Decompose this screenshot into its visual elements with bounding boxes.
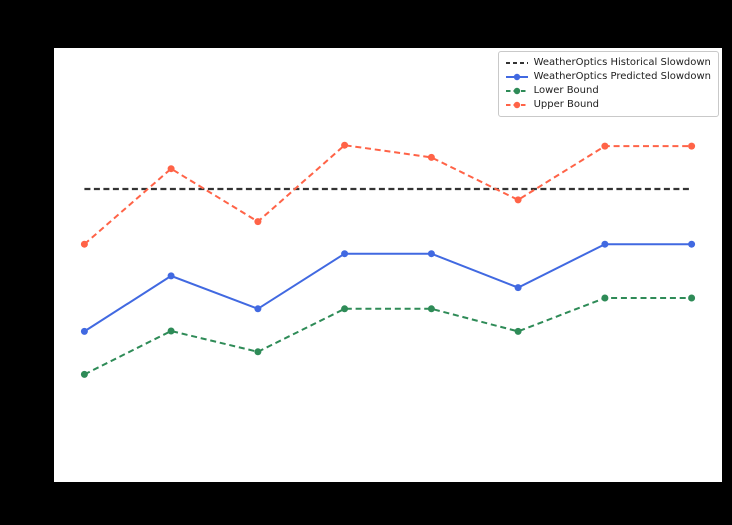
- legend-label-upper-bound: Upper Bound: [533, 99, 600, 110]
- series-3-point-1: [167, 165, 175, 173]
- series-line-1: [83, 243, 692, 333]
- series-3-point-4: [427, 153, 435, 161]
- series-2-point-0: [80, 370, 88, 378]
- series-2-point-6: [601, 294, 609, 302]
- series-3-point-7: [688, 142, 696, 150]
- legend-item-upper-bound: Upper Bound: [505, 98, 711, 112]
- series-1-point-5: [514, 284, 522, 292]
- series-3-point-6: [601, 142, 609, 150]
- series-2-point-1: [167, 327, 175, 335]
- series-1-point-4: [427, 250, 435, 258]
- legend-marker-dot: [513, 73, 520, 81]
- legend-item-lower-bound: Lower Bound: [505, 84, 711, 98]
- series-3-point-0: [80, 240, 88, 248]
- series-line-2: [83, 297, 692, 376]
- legend-swatch-lower-bound: [505, 87, 528, 95]
- series-line-3: [83, 144, 692, 245]
- legend-swatch-upper-bound: [505, 101, 528, 109]
- legend-label-lower-bound: Lower Bound: [533, 85, 599, 96]
- series-1-point-0: [80, 327, 88, 335]
- series-3-point-5: [514, 196, 522, 204]
- plot-area: WeatherOptics Historical Slowdown Weathe…: [54, 48, 722, 482]
- legend-marker-dot: [513, 87, 520, 95]
- legend-label-historical: WeatherOptics Historical Slowdown: [533, 57, 711, 68]
- series-1-point-3: [341, 250, 349, 258]
- legend-marker-dot: [513, 101, 520, 109]
- legend-item-historical-slowdown: WeatherOptics Historical Slowdown: [505, 56, 711, 70]
- series-1-point-1: [167, 272, 175, 280]
- series-2-point-2: [254, 348, 262, 356]
- series-2-point-5: [514, 327, 522, 335]
- series-1-point-2: [254, 305, 262, 313]
- series-2-point-4: [427, 305, 435, 313]
- legend-swatch-historical: [505, 62, 528, 64]
- series-1-point-7: [688, 240, 696, 248]
- legend-label-predicted: WeatherOptics Predicted Slowdown: [533, 71, 711, 82]
- series-3-point-2: [254, 218, 262, 226]
- series-3-point-3: [341, 141, 349, 149]
- legend-item-predicted-slowdown: WeatherOptics Predicted Slowdown: [505, 70, 711, 84]
- legend: WeatherOptics Historical Slowdown Weathe…: [497, 51, 719, 117]
- series-2-point-3: [341, 305, 349, 313]
- legend-swatch-predicted: [505, 73, 528, 81]
- series-1-point-6: [601, 240, 609, 248]
- series-2-point-7: [688, 294, 696, 302]
- chart-svg: [80, 141, 696, 378]
